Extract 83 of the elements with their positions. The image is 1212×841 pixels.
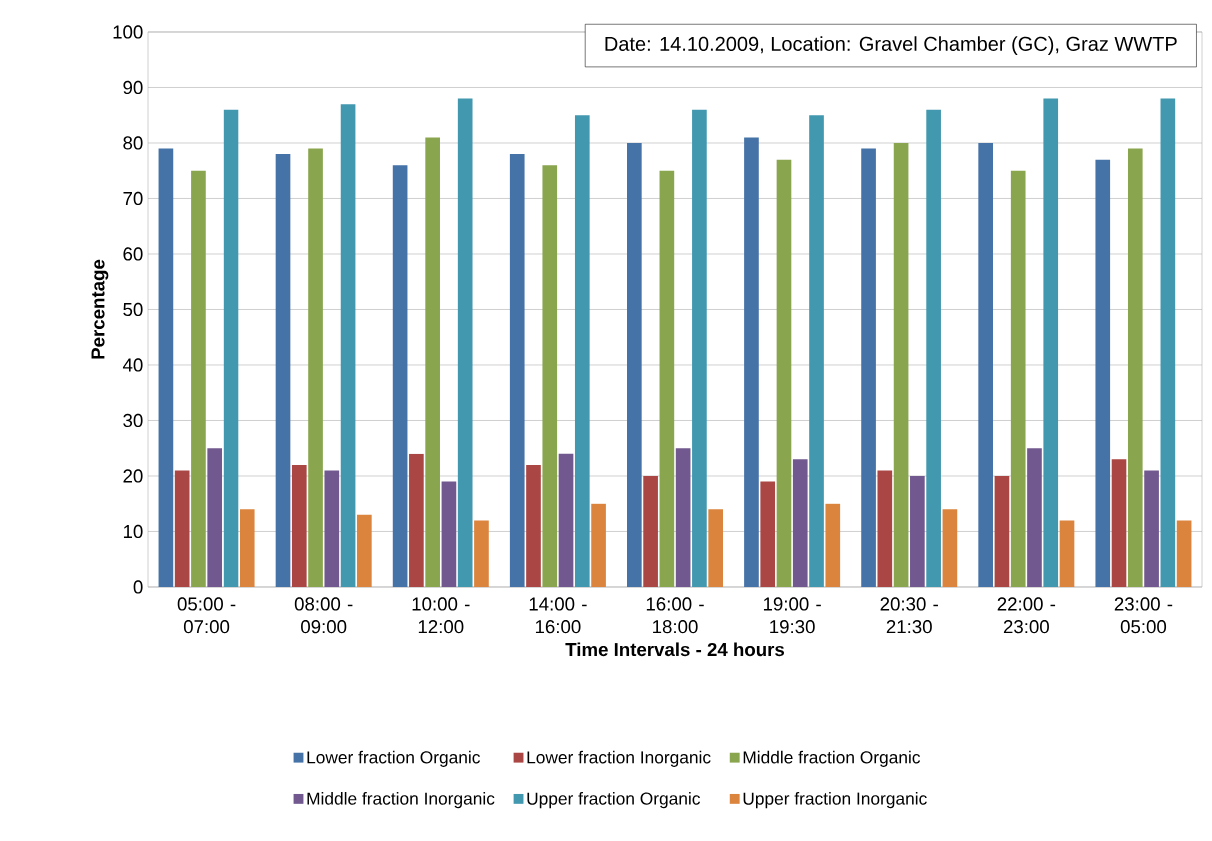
bar bbox=[275, 154, 291, 587]
bar bbox=[1111, 459, 1127, 587]
bar bbox=[207, 448, 223, 587]
bar bbox=[978, 142, 993, 587]
bar bbox=[158, 148, 174, 587]
bar bbox=[792, 459, 808, 587]
y-tick-label: 70 bbox=[123, 191, 143, 206]
bar bbox=[1010, 170, 1026, 587]
bar bbox=[861, 148, 876, 587]
bar bbox=[760, 481, 776, 587]
legend-label: Middle fraction Organic bbox=[743, 750, 921, 767]
bar bbox=[191, 170, 206, 587]
x-tick-label: 22:00 - 23:00 bbox=[997, 597, 1056, 634]
y-tick-label: 50 bbox=[123, 302, 143, 317]
bar bbox=[223, 109, 239, 587]
bar bbox=[324, 470, 340, 587]
bar bbox=[994, 475, 1010, 587]
bar bbox=[1059, 520, 1075, 587]
bar bbox=[926, 109, 941, 587]
bar bbox=[509, 154, 525, 587]
bar bbox=[809, 115, 824, 587]
bar bbox=[893, 142, 909, 587]
x-tick-label: 16:00 - 18:00 bbox=[646, 597, 704, 634]
bar bbox=[692, 109, 707, 587]
y-tick-label: 60 bbox=[123, 247, 143, 261]
bar bbox=[441, 481, 457, 587]
x-tick-label: 10:00 - 12:00 bbox=[412, 597, 470, 634]
legend-label: Middle fraction Inorganic bbox=[307, 791, 495, 809]
bar bbox=[776, 159, 792, 587]
bar bbox=[643, 475, 658, 587]
bar bbox=[526, 464, 541, 587]
y-tick-label: 10 bbox=[123, 524, 143, 539]
bar bbox=[425, 137, 440, 587]
legend-label: Upper fraction Inorganic bbox=[743, 791, 927, 809]
bar bbox=[627, 142, 642, 587]
bar bbox=[574, 115, 590, 587]
x-tick-label: 20:30 - 21:30 bbox=[880, 597, 938, 634]
bar bbox=[825, 503, 841, 587]
y-tick-label: 80 bbox=[123, 136, 143, 150]
x-tick-label: 05:00 - 07:00 bbox=[177, 597, 236, 634]
y-tick-label: 30 bbox=[123, 413, 143, 428]
x-tick-label: 23:00 - 05:00 bbox=[1114, 597, 1173, 634]
bar bbox=[558, 453, 574, 587]
bar bbox=[291, 464, 307, 587]
bar bbox=[409, 453, 424, 587]
x-tick-label: 08:00 - 09:00 bbox=[294, 597, 353, 634]
chart-title: Date: 14.10.2009, Location: Gravel Chamber (GC), Graz WWTP bbox=[605, 36, 1177, 55]
y-tick-label: 90 bbox=[123, 80, 143, 95]
y-tick-label: 40 bbox=[122, 358, 143, 372]
x-tick-label: 14:00 - 16:00 bbox=[529, 597, 587, 634]
bar bbox=[910, 475, 925, 587]
bar bbox=[239, 509, 255, 587]
bar bbox=[392, 165, 408, 587]
bar bbox=[591, 503, 606, 587]
x-axis-title: Time Intervals - 24 hours bbox=[565, 642, 785, 657]
y-tick-label: 100 bbox=[113, 25, 143, 39]
bar bbox=[708, 509, 723, 587]
bar bbox=[542, 165, 558, 587]
bar bbox=[1043, 98, 1059, 587]
x-tick-label: 19:00 - 19:30 bbox=[763, 597, 821, 634]
bar bbox=[474, 520, 489, 587]
bar bbox=[308, 148, 323, 587]
bar bbox=[340, 104, 356, 587]
legend-label: Lower fraction Organic bbox=[307, 750, 480, 767]
bar bbox=[357, 514, 372, 587]
bar bbox=[744, 137, 759, 587]
bar bbox=[1127, 148, 1143, 587]
y-axis-title: Percentage bbox=[91, 259, 109, 359]
bar bbox=[659, 170, 675, 587]
bar bbox=[675, 448, 691, 587]
bar bbox=[1176, 520, 1192, 587]
bar bbox=[174, 470, 190, 587]
bar bbox=[1160, 98, 1176, 587]
bar bbox=[457, 98, 473, 587]
y-tick-label: 0 bbox=[133, 580, 143, 594]
legend-label: Lower fraction Inorganic bbox=[527, 750, 711, 767]
y-tick-label: 20 bbox=[123, 469, 143, 483]
legend-label: Upper fraction Organic bbox=[527, 791, 701, 809]
bar bbox=[1095, 159, 1111, 587]
bar bbox=[1027, 448, 1042, 587]
bar bbox=[942, 509, 958, 587]
bar bbox=[1144, 470, 1159, 587]
bar bbox=[877, 470, 893, 587]
